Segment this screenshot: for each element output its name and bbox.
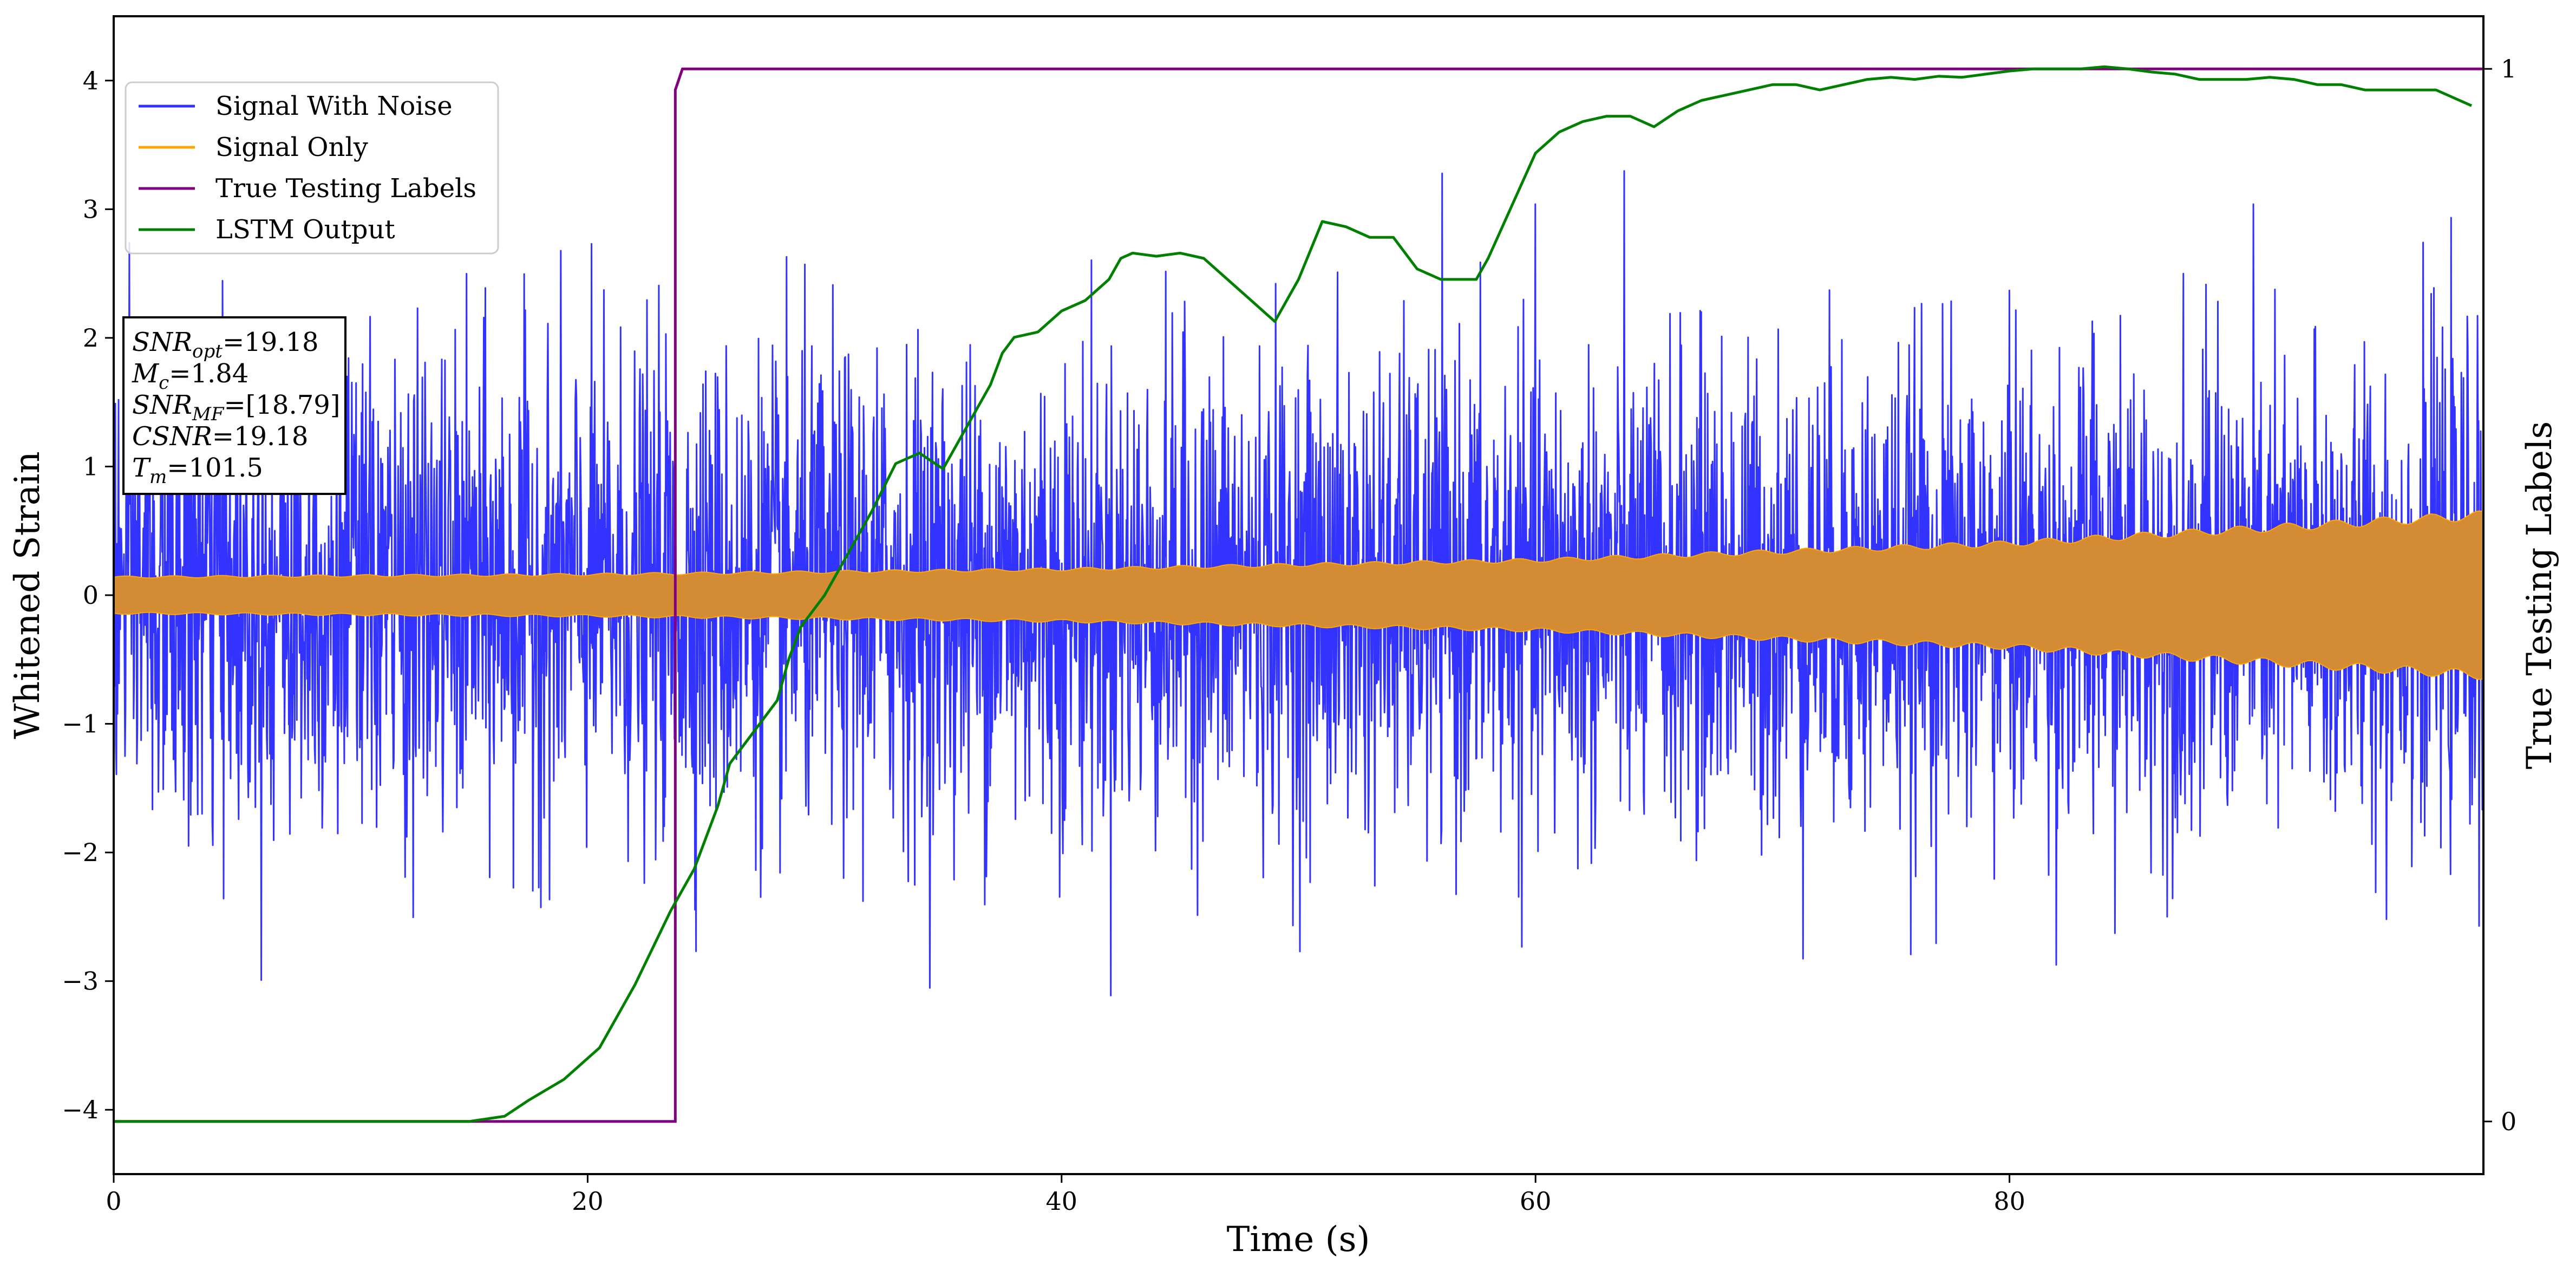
- x-tick-label: 40: [1046, 1187, 1078, 1216]
- y2-tick-label: 1: [2501, 54, 2516, 83]
- lstm-output-line: [114, 65, 2473, 1123]
- legend-label-lstm-output: LSTM Output: [215, 214, 395, 245]
- stats-annotation-box: [122, 316, 346, 495]
- x-tick-label: 0: [106, 1187, 121, 1216]
- y-axis-title: Whitened Strain: [8, 451, 48, 739]
- y-axis-left: −4 −3 −2 −1 0 1 2 3 4: [62, 66, 114, 1124]
- true-testing-labels-line: [114, 67, 2483, 1123]
- stat-snr-mf: SNRMF=[18.79]: [132, 390, 341, 425]
- y-axis-right: 01: [2483, 54, 2516, 1136]
- y-tick-label: 4: [83, 66, 99, 95]
- y2-axis-title: True Testing Labels: [2520, 421, 2560, 770]
- legend: Signal With Noise Signal Only True Testi…: [125, 81, 499, 255]
- y-tick-label: −2: [62, 838, 99, 867]
- legend-label-signal-with-noise: Signal With Noise: [215, 91, 453, 121]
- x-axis-title: Time (s): [1227, 1220, 1370, 1260]
- x-axis: 0 20 40 60 80: [106, 1174, 2025, 1216]
- y-tick-label: 2: [83, 323, 99, 353]
- stat-csnr: CSNR=19.18: [132, 421, 308, 452]
- stats-annotation: SNRopt=19.18 Mc=1.84 SNRMF=[18.79] CSNR=…: [122, 316, 346, 495]
- x-tick-label: 80: [1993, 1187, 2025, 1216]
- stat-tm: Tm=101.5: [132, 453, 263, 488]
- y-tick-label: 1: [83, 452, 99, 481]
- x-tick-label: 20: [572, 1187, 604, 1216]
- legend-box: [125, 81, 499, 255]
- stat-snr-opt: SNRopt=19.18: [132, 327, 319, 362]
- stat-mc: Mc=1.84: [132, 359, 249, 394]
- series-signal-only: [114, 510, 2483, 680]
- series-lstm-output: [114, 65, 2473, 1123]
- y-tick-label: 3: [83, 194, 99, 224]
- series-true-testing-labels: [114, 67, 2483, 1123]
- signal-only-envelope: [114, 510, 2483, 680]
- y-tick-label: −3: [62, 967, 99, 996]
- legend-label-signal-only: Signal Only: [215, 132, 368, 162]
- y-tick-label: 0: [83, 581, 99, 610]
- y-tick-label: −4: [62, 1095, 99, 1124]
- y2-tick-label: 0: [2501, 1107, 2516, 1136]
- x-tick-label: 60: [1520, 1187, 1552, 1216]
- y-tick-label: −1: [62, 709, 99, 739]
- legend-label-true-testing-labels: True Testing Labels: [215, 173, 476, 204]
